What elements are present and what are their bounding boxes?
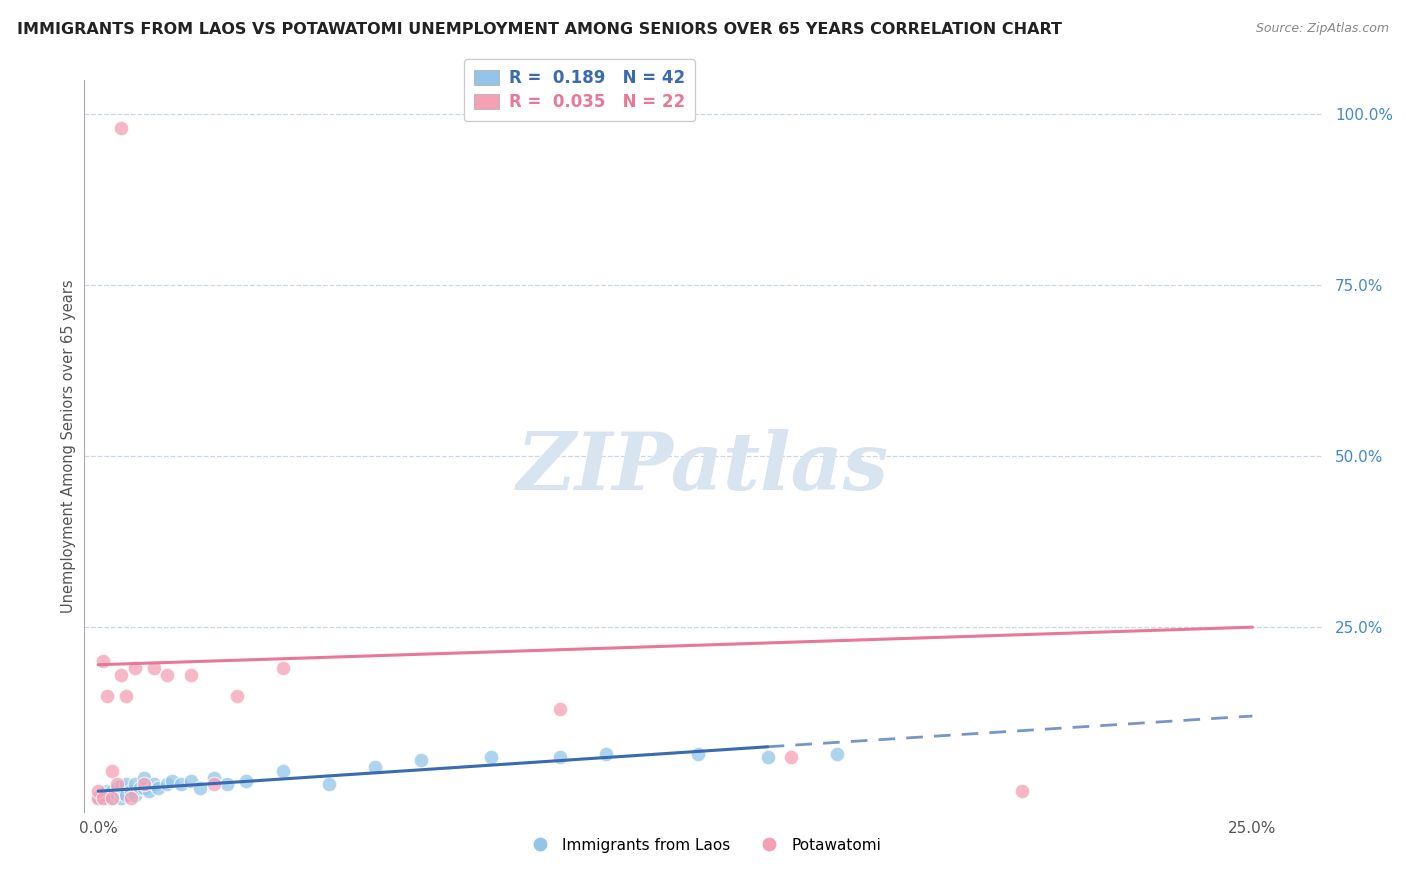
Point <box>202 777 225 791</box>
Point <box>188 780 211 795</box>
Point <box>318 777 340 791</box>
Point <box>87 784 110 798</box>
Point <box>142 777 165 791</box>
Point <box>235 774 257 789</box>
Point <box>91 654 114 668</box>
Point <box>180 668 202 682</box>
Point <box>138 784 160 798</box>
Point <box>87 791 110 805</box>
Point <box>101 764 124 778</box>
Point <box>124 661 146 675</box>
Text: ZIPatlas: ZIPatlas <box>517 429 889 507</box>
Point <box>120 784 142 798</box>
Point <box>110 786 132 800</box>
Point <box>96 784 118 798</box>
Point <box>271 764 294 778</box>
Point <box>120 791 142 805</box>
Point <box>756 750 779 764</box>
Point <box>688 747 710 761</box>
Point <box>479 750 502 764</box>
Point <box>411 754 433 768</box>
Point <box>101 791 124 805</box>
Point <box>110 121 132 136</box>
Point <box>364 760 387 774</box>
Point <box>180 774 202 789</box>
Point <box>105 780 128 795</box>
Point <box>101 784 124 798</box>
Point <box>134 780 156 795</box>
Point <box>110 791 132 805</box>
Point <box>548 750 571 764</box>
Point <box>142 661 165 675</box>
Text: IMMIGRANTS FROM LAOS VS POTAWATOMI UNEMPLOYMENT AMONG SENIORS OVER 65 YEARS CORR: IMMIGRANTS FROM LAOS VS POTAWATOMI UNEMP… <box>17 22 1062 37</box>
Point <box>595 747 617 761</box>
Point <box>96 689 118 703</box>
Point <box>1011 784 1033 798</box>
Y-axis label: Unemployment Among Seniors over 65 years: Unemployment Among Seniors over 65 years <box>60 279 76 613</box>
Point <box>124 788 146 802</box>
Point <box>91 786 114 800</box>
Point <box>202 771 225 785</box>
Point <box>271 661 294 675</box>
Point <box>101 791 124 805</box>
Point <box>124 777 146 791</box>
Point <box>96 791 118 805</box>
Text: Source: ZipAtlas.com: Source: ZipAtlas.com <box>1256 22 1389 36</box>
Point <box>110 779 132 793</box>
Point <box>170 777 193 791</box>
Point <box>105 777 128 791</box>
Point <box>156 777 179 791</box>
Point <box>825 747 848 761</box>
Point <box>110 668 132 682</box>
Point <box>779 750 801 764</box>
Point <box>148 780 170 795</box>
Point <box>134 771 156 785</box>
Point <box>91 791 114 805</box>
Point <box>96 788 118 802</box>
Point <box>156 668 179 682</box>
Point <box>115 788 138 802</box>
Point <box>115 689 138 703</box>
Point <box>115 777 138 791</box>
Point <box>548 702 571 716</box>
Point <box>87 791 110 805</box>
Point <box>225 689 247 703</box>
Point <box>217 777 239 791</box>
Point <box>128 780 150 795</box>
Point <box>91 791 114 805</box>
Point <box>105 788 128 802</box>
Point <box>134 777 156 791</box>
Legend: Immigrants from Laos, Potawatomi: Immigrants from Laos, Potawatomi <box>519 831 887 859</box>
Point <box>160 774 183 789</box>
